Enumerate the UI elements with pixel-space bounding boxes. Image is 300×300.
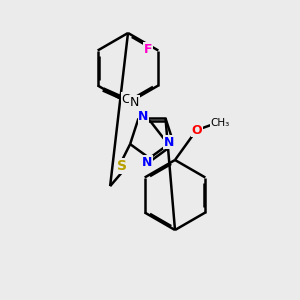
Text: C: C [121,93,130,106]
Text: N: N [142,155,152,169]
Text: N: N [138,110,149,123]
Text: CH₃: CH₃ [210,118,230,128]
Text: N: N [130,96,140,109]
Text: O: O [192,124,202,136]
Text: F: F [144,43,153,56]
Text: N: N [164,136,174,148]
Text: S: S [117,159,127,173]
